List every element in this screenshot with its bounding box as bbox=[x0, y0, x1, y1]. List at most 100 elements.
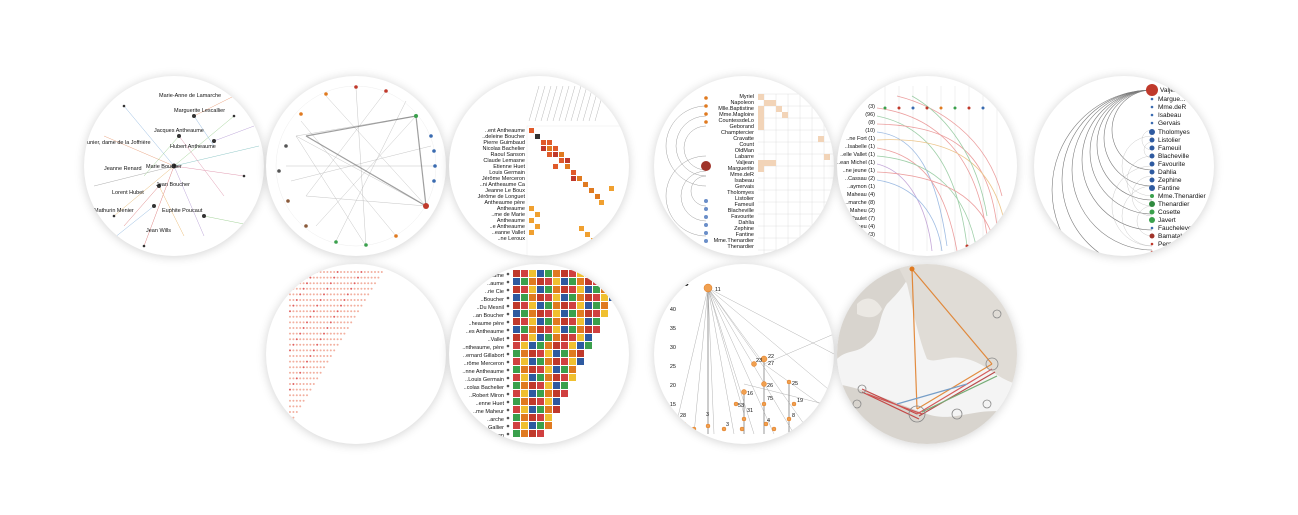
matrix-dot bbox=[309, 315, 312, 318]
matrix-dot bbox=[360, 271, 363, 273]
thumbnail-geo-map[interactable] bbox=[837, 264, 1017, 444]
thumbnail-timeline-curves[interactable]: (3) (96) (8) (10) ..ne Fort (1) ..Isabel… bbox=[837, 76, 1017, 256]
matrix-dot bbox=[343, 276, 346, 279]
svg-text:Cosette: Cosette bbox=[1158, 209, 1181, 216]
matrix-dot bbox=[302, 327, 305, 329]
matrix-dot bbox=[295, 343, 298, 346]
matrix-cell bbox=[553, 302, 560, 309]
thumbnail-circular-network[interactable] bbox=[266, 76, 446, 256]
matrix-dot bbox=[299, 383, 302, 385]
svg-text:Simplice: Simplice bbox=[1158, 249, 1183, 256]
matrix-cell bbox=[593, 286, 600, 293]
matrix-dot bbox=[309, 383, 312, 385]
matrix-dot bbox=[357, 271, 359, 273]
matrix-dot bbox=[312, 338, 315, 341]
matrix-dot bbox=[295, 399, 298, 402]
matrix-cell bbox=[513, 302, 520, 309]
matrix-dot bbox=[340, 310, 342, 313]
svg-text:11: 11 bbox=[715, 287, 721, 293]
svg-text:Euphite Poucaut: Euphite Poucaut bbox=[162, 208, 203, 214]
matrix-cell bbox=[577, 342, 584, 349]
matrix-dot bbox=[289, 299, 291, 301]
svg-text:..rôme Merceron: ..rôme Merceron bbox=[464, 361, 504, 367]
thumbnail-triangular-matrix[interactable] bbox=[266, 264, 446, 444]
matrix-dot bbox=[316, 343, 319, 346]
row-marker bbox=[506, 312, 510, 316]
svg-text:..a Paulet (7): ..a Paulet (7) bbox=[844, 216, 876, 222]
matrix-dot bbox=[350, 315, 353, 318]
thumbnail-colored-matrix[interactable]: ..aume ..aume ..rie Cie ..Boucher ..Du M… bbox=[449, 264, 629, 444]
matrix-dot bbox=[336, 293, 339, 296]
matrix-dot bbox=[326, 287, 329, 290]
matrix-dot bbox=[299, 287, 302, 290]
matrix-cell bbox=[537, 390, 544, 397]
svg-text:3: 3 bbox=[706, 412, 709, 418]
matrix-dot bbox=[289, 293, 291, 296]
matrix-dot bbox=[340, 327, 342, 329]
matrix-dot bbox=[350, 293, 353, 296]
svg-text:..Vallet: ..Vallet bbox=[488, 337, 505, 343]
matrix-dot bbox=[316, 304, 319, 307]
matrix-dot bbox=[306, 327, 308, 329]
matrix-dot bbox=[295, 366, 298, 369]
matrix-cell bbox=[537, 302, 544, 309]
matrix-dot bbox=[336, 287, 339, 290]
matrix-dot bbox=[343, 310, 346, 313]
row-marker bbox=[506, 272, 510, 276]
thumbnail-degree-scatter[interactable]: gree 40 35 30 25 20 15 10 5 bbox=[654, 264, 834, 444]
row-marker bbox=[506, 328, 510, 332]
svg-text:35: 35 bbox=[670, 326, 676, 332]
matrix-cell bbox=[521, 366, 528, 373]
svg-text:..Cassau (2): ..Cassau (2) bbox=[845, 176, 875, 182]
row-marker bbox=[506, 304, 510, 308]
matrix-dot bbox=[319, 371, 322, 374]
thumbnail-arc-diagram[interactable]: Valjean Margue... Mme.deR Isabeau Gervai… bbox=[1034, 76, 1214, 256]
matrix-dot bbox=[306, 383, 308, 385]
matrix-dot bbox=[329, 332, 332, 335]
matrix-cell bbox=[577, 270, 584, 277]
svg-text:19: 19 bbox=[797, 398, 803, 404]
row-marker bbox=[506, 288, 510, 292]
matrix-dot bbox=[289, 343, 291, 346]
matrix-dot bbox=[316, 271, 319, 273]
matrix-dot bbox=[340, 338, 342, 341]
matrix-cell bbox=[513, 334, 520, 341]
svg-text:Thenardier: Thenardier bbox=[1158, 201, 1190, 208]
thumbnail-adjacency-matrix[interactable]: ..ent Antheaume ..deleine Boucher Pierre… bbox=[449, 76, 629, 256]
matrix-cell bbox=[529, 326, 536, 333]
matrix-dot bbox=[333, 349, 336, 352]
matrix-dot bbox=[346, 282, 349, 285]
matrix-dot bbox=[306, 315, 308, 318]
svg-text:30: 30 bbox=[670, 345, 676, 351]
matrix-dot bbox=[306, 293, 308, 296]
timeline-curves-image: (3) (96) (8) (10) ..ne Fort (1) ..Isabel… bbox=[837, 86, 1008, 252]
matrix-dot bbox=[329, 343, 332, 346]
matrix-cell bbox=[577, 294, 584, 301]
thumbnail-network-graph[interactable]: Marie-Anne de Lamarche Marguerite Lescal… bbox=[84, 76, 264, 256]
matrix-dot bbox=[295, 360, 298, 363]
matrix-cell bbox=[537, 350, 544, 357]
svg-text:Isabeau: Isabeau bbox=[734, 178, 754, 184]
matrix-dot bbox=[323, 276, 325, 279]
matrix-dot bbox=[319, 321, 322, 324]
matrix-dot bbox=[289, 411, 291, 413]
matrix-dot bbox=[319, 332, 322, 335]
svg-text:Fameuil: Fameuil bbox=[1158, 145, 1182, 152]
svg-text:..an Boucher: ..an Boucher bbox=[473, 313, 504, 319]
row-marker bbox=[506, 432, 510, 436]
matrix-dot bbox=[343, 304, 346, 307]
matrix-dot bbox=[292, 315, 295, 318]
matrix-cell bbox=[593, 310, 600, 317]
matrix-dot bbox=[299, 327, 302, 329]
svg-text:..marche (3): ..marche (3) bbox=[845, 232, 875, 238]
matrix-cell bbox=[545, 414, 552, 421]
svg-text:28: 28 bbox=[680, 413, 686, 419]
row-marker bbox=[506, 344, 510, 348]
matrix-dot bbox=[316, 293, 319, 296]
svg-text:Zephine: Zephine bbox=[734, 226, 754, 232]
matrix-cell bbox=[553, 390, 560, 397]
matrix-dot bbox=[302, 377, 305, 380]
matrix-dot bbox=[292, 332, 295, 335]
svg-text:8: 8 bbox=[792, 413, 795, 419]
thumbnail-arc-matrix[interactable]: Myriel Napoleon Mlle.Baptistine Mme.Magl… bbox=[654, 76, 834, 256]
